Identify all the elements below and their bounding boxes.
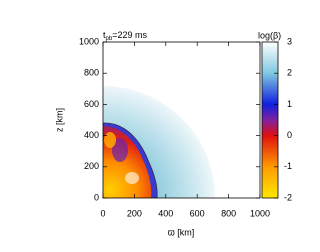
y-tick-label: 1000 bbox=[79, 36, 99, 46]
plume bbox=[104, 132, 116, 148]
colorbar-label: log(β) bbox=[258, 30, 281, 40]
plume bbox=[112, 138, 128, 162]
colorbar bbox=[261, 41, 279, 199]
y-tick-label: 800 bbox=[84, 68, 99, 78]
x-tick-label: 1000 bbox=[250, 208, 270, 218]
title-part: t bbox=[103, 30, 106, 40]
colorbar-tick-label: -2 bbox=[284, 192, 292, 202]
colorbar-tick-label: 0 bbox=[287, 130, 292, 140]
colorbar-tick-label: -1 bbox=[284, 161, 292, 171]
plot-frame bbox=[102, 41, 261, 199]
y-tick-label: 400 bbox=[84, 130, 99, 140]
heatmap-image bbox=[103, 86, 215, 198]
plume bbox=[125, 172, 139, 184]
title: tpb=229 ms bbox=[103, 30, 147, 41]
colorbar-tick-label: 3 bbox=[287, 36, 292, 46]
x-tick-label: 0 bbox=[100, 208, 105, 218]
x-tick-label: 400 bbox=[158, 208, 173, 218]
colorbar-tick-label: 2 bbox=[287, 68, 292, 78]
title-part: pb bbox=[106, 36, 113, 42]
y-axis-label: z [km] bbox=[54, 108, 64, 132]
colorbar-tick-label: 1 bbox=[287, 99, 292, 109]
x-tick-label: 800 bbox=[221, 208, 236, 218]
y-tick-label: 0 bbox=[94, 192, 99, 202]
title-part: =229 ms bbox=[112, 30, 147, 40]
x-axis-label: ϖ [km] bbox=[168, 227, 195, 237]
shock-front bbox=[103, 122, 158, 198]
x-tick-label: 200 bbox=[127, 208, 142, 218]
x-tick-label: 600 bbox=[190, 208, 205, 218]
y-tick-label: 600 bbox=[84, 99, 99, 109]
y-tick-label: 200 bbox=[84, 161, 99, 171]
